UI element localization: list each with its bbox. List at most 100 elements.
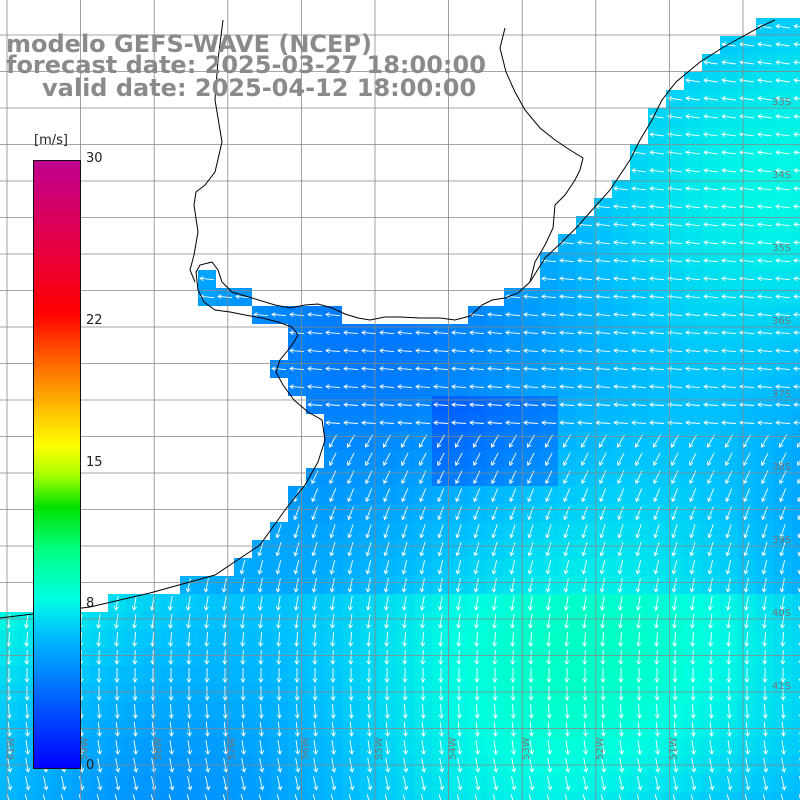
wind-arrow <box>240 649 246 665</box>
wind-arrow <box>761 524 768 539</box>
wind-arrow <box>739 168 754 173</box>
wind-arrow <box>613 420 629 426</box>
wind-arrow <box>469 384 485 390</box>
wind-speed-cell <box>432 792 450 800</box>
wind-arrow <box>649 222 665 228</box>
wind-arrow <box>577 384 593 390</box>
wind-arrow <box>492 667 498 683</box>
wind-arrow <box>546 721 552 737</box>
wind-arrow <box>780 649 786 665</box>
wind-arrow <box>739 95 754 101</box>
wind-speed-cell <box>630 792 648 800</box>
wind-arrow <box>527 524 534 539</box>
wind-arrow <box>307 348 323 354</box>
wind-speed-cell <box>666 792 684 800</box>
wind-arrow <box>631 294 647 300</box>
wind-speed-cell <box>792 558 800 576</box>
wind-arrow <box>419 596 425 611</box>
wind-arrow <box>186 685 192 701</box>
wind-arrow <box>258 667 264 683</box>
wind-arrow <box>294 667 300 683</box>
wind-arrow <box>690 685 696 701</box>
wind-arrow <box>456 703 462 719</box>
wind-arrow <box>541 402 557 408</box>
wind-arrow <box>419 524 426 539</box>
wind-arrow <box>420 794 424 800</box>
wind-arrow <box>361 366 377 372</box>
wind-arrow <box>744 685 750 701</box>
wind-arrow <box>685 95 700 101</box>
wind-speed-cell <box>756 792 774 800</box>
wind-arrow <box>763 776 769 791</box>
wind-arrow <box>559 276 575 282</box>
wind-speed-cell <box>468 792 486 800</box>
wind-arrow <box>631 420 647 426</box>
wind-speed-cell <box>792 252 800 270</box>
wind-arrow <box>581 452 589 466</box>
wind-arrow <box>527 452 535 466</box>
wind-arrow <box>365 560 372 575</box>
wind-speed-cell <box>558 792 576 800</box>
wind-speed-cell <box>792 450 800 468</box>
wind-arrow <box>707 524 714 539</box>
wind-arrow <box>527 560 534 575</box>
wind-arrow <box>775 420 791 426</box>
wind-arrow <box>757 132 772 137</box>
wind-arrow <box>743 542 750 557</box>
wind-speed-cell <box>792 684 800 702</box>
wind-arrow <box>456 631 462 647</box>
wind-arrow <box>402 703 408 719</box>
wind-arrow <box>793 150 800 155</box>
wind-arrow <box>420 631 426 647</box>
wind-arrow <box>455 578 461 593</box>
wind-arrow <box>258 721 264 737</box>
wind-arrow <box>762 685 768 701</box>
wind-arrow <box>780 721 786 737</box>
wind-arrow <box>739 132 754 137</box>
wind-speed-cell <box>306 792 324 800</box>
wind-arrow <box>61 776 67 791</box>
wind-arrow <box>636 649 642 665</box>
wind-speed-cell <box>792 198 800 216</box>
wind-arrow <box>793 77 800 83</box>
wind-arrow <box>366 667 372 683</box>
wind-arrow <box>402 794 406 800</box>
wind-arrow <box>563 560 570 575</box>
wind-arrow <box>367 776 373 791</box>
wind-arrow <box>361 402 377 408</box>
wind-arrow <box>726 614 731 629</box>
wind-arrow <box>295 776 301 791</box>
wind-arrow <box>745 776 751 791</box>
wind-speed-cell <box>792 792 800 800</box>
wind-arrow <box>671 542 678 557</box>
wind-arrow <box>775 276 791 282</box>
wind-arrow <box>703 113 718 119</box>
wind-arrow <box>563 542 570 557</box>
wind-arrow <box>544 434 553 448</box>
wind-arrow <box>721 312 737 318</box>
wind-speed-cell <box>144 792 162 800</box>
wind-arrow <box>757 204 773 210</box>
wind-arrow <box>325 330 341 336</box>
wind-arrow <box>491 560 498 575</box>
wind-arrow <box>487 348 503 354</box>
wind-arrow <box>491 542 498 557</box>
wind-speed-cell <box>792 612 800 630</box>
wind-arrow <box>654 703 660 719</box>
wind-arrow <box>757 312 773 318</box>
wind-arrow <box>186 703 192 719</box>
wind-arrow <box>707 452 715 466</box>
wind-arrow <box>775 294 791 300</box>
wind-arrow <box>276 794 280 800</box>
wind-arrow <box>401 542 408 557</box>
wind-arrow <box>528 703 534 719</box>
wind-arrow <box>775 240 791 246</box>
wind-arrow <box>739 204 755 210</box>
wind-arrow <box>762 614 767 629</box>
wind-arrow <box>222 685 228 701</box>
wind-arrow <box>365 524 372 539</box>
wind-arrow <box>744 631 750 647</box>
wind-arrow <box>401 578 407 593</box>
wind-arrow <box>418 434 427 448</box>
wind-arrow <box>294 631 300 647</box>
